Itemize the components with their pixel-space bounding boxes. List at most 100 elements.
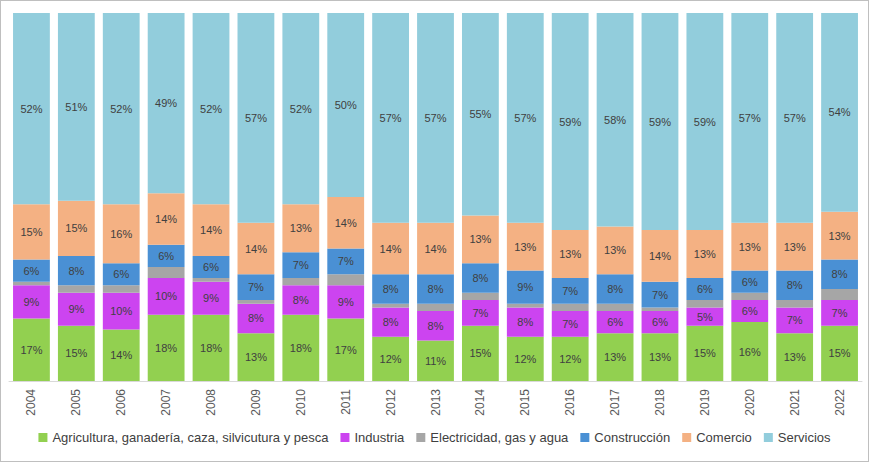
svg-text:52%: 52% bbox=[20, 103, 42, 115]
svg-text:14%: 14% bbox=[380, 243, 402, 255]
svg-text:2004: 2004 bbox=[24, 389, 38, 416]
svg-text:52%: 52% bbox=[200, 103, 222, 115]
svg-text:7%: 7% bbox=[338, 255, 354, 267]
svg-text:2020: 2020 bbox=[743, 389, 757, 416]
svg-text:13%: 13% bbox=[739, 241, 761, 253]
svg-text:8%: 8% bbox=[383, 283, 399, 295]
svg-text:6%: 6% bbox=[742, 305, 758, 317]
svg-text:15%: 15% bbox=[20, 226, 42, 238]
svg-text:6%: 6% bbox=[652, 316, 668, 328]
svg-text:54%: 54% bbox=[829, 106, 851, 118]
svg-text:6%: 6% bbox=[158, 250, 174, 262]
svg-text:8%: 8% bbox=[832, 268, 848, 280]
svg-text:Servicios: Servicios bbox=[778, 430, 831, 445]
svg-text:10%: 10% bbox=[110, 305, 132, 317]
svg-text:18%: 18% bbox=[200, 342, 222, 354]
svg-text:8%: 8% bbox=[472, 272, 488, 284]
svg-text:12%: 12% bbox=[559, 353, 581, 365]
svg-text:8%: 8% bbox=[383, 316, 399, 328]
svg-text:57%: 57% bbox=[380, 112, 402, 124]
svg-text:7%: 7% bbox=[787, 314, 803, 326]
svg-text:5%: 5% bbox=[697, 311, 713, 323]
svg-text:2010: 2010 bbox=[294, 389, 308, 416]
svg-text:16%: 16% bbox=[110, 228, 132, 240]
svg-text:13%: 13% bbox=[245, 351, 267, 363]
svg-text:15%: 15% bbox=[65, 347, 87, 359]
svg-text:52%: 52% bbox=[290, 103, 312, 115]
svg-text:2012: 2012 bbox=[384, 389, 398, 416]
svg-text:59%: 59% bbox=[559, 116, 581, 128]
svg-text:59%: 59% bbox=[649, 116, 671, 128]
svg-text:7%: 7% bbox=[562, 318, 578, 330]
svg-text:13%: 13% bbox=[290, 222, 312, 234]
svg-text:18%: 18% bbox=[290, 342, 312, 354]
svg-text:14%: 14% bbox=[110, 349, 132, 361]
svg-text:Construcción: Construcción bbox=[594, 430, 670, 445]
svg-text:50%: 50% bbox=[335, 99, 357, 111]
svg-text:13%: 13% bbox=[784, 241, 806, 253]
svg-text:7%: 7% bbox=[293, 259, 309, 271]
svg-text:57%: 57% bbox=[245, 112, 267, 124]
svg-text:8%: 8% bbox=[293, 294, 309, 306]
svg-text:55%: 55% bbox=[469, 108, 491, 120]
svg-text:2022: 2022 bbox=[833, 389, 847, 416]
svg-text:13%: 13% bbox=[469, 233, 491, 245]
svg-text:13%: 13% bbox=[829, 230, 851, 242]
svg-text:17%: 17% bbox=[335, 344, 357, 356]
svg-text:9%: 9% bbox=[338, 296, 354, 308]
svg-text:14%: 14% bbox=[245, 243, 267, 255]
svg-text:15%: 15% bbox=[469, 347, 491, 359]
svg-text:9%: 9% bbox=[68, 303, 84, 315]
svg-text:16%: 16% bbox=[739, 346, 761, 358]
svg-text:Industria: Industria bbox=[354, 430, 405, 445]
svg-text:2019: 2019 bbox=[698, 389, 712, 416]
svg-text:6%: 6% bbox=[113, 268, 129, 280]
svg-text:12%: 12% bbox=[514, 353, 536, 365]
svg-text:8%: 8% bbox=[517, 316, 533, 328]
svg-text:57%: 57% bbox=[784, 112, 806, 124]
svg-text:51%: 51% bbox=[65, 101, 87, 113]
svg-text:15%: 15% bbox=[65, 222, 87, 234]
svg-text:12%: 12% bbox=[380, 353, 402, 365]
svg-text:58%: 58% bbox=[604, 114, 626, 126]
svg-text:2013: 2013 bbox=[429, 389, 443, 416]
svg-text:15%: 15% bbox=[829, 347, 851, 359]
svg-text:7%: 7% bbox=[652, 289, 668, 301]
svg-text:14%: 14% bbox=[200, 224, 222, 236]
svg-text:9%: 9% bbox=[517, 281, 533, 293]
svg-text:57%: 57% bbox=[739, 112, 761, 124]
svg-text:2009: 2009 bbox=[249, 389, 263, 416]
svg-text:14%: 14% bbox=[335, 217, 357, 229]
svg-text:2017: 2017 bbox=[608, 389, 622, 416]
svg-text:9%: 9% bbox=[203, 292, 219, 304]
svg-text:11%: 11% bbox=[425, 355, 446, 367]
svg-text:8%: 8% bbox=[248, 312, 264, 324]
svg-text:Comercio: Comercio bbox=[696, 430, 752, 445]
svg-text:49%: 49% bbox=[155, 97, 177, 109]
svg-text:13%: 13% bbox=[559, 248, 581, 260]
svg-text:15%: 15% bbox=[694, 347, 716, 359]
svg-text:7%: 7% bbox=[248, 281, 264, 293]
svg-text:8%: 8% bbox=[428, 283, 444, 295]
svg-text:7%: 7% bbox=[562, 285, 578, 297]
svg-text:Agricultura, ganadería, caza,: Agricultura, ganadería, caza, silvicutur… bbox=[52, 430, 329, 445]
svg-text:13%: 13% bbox=[604, 244, 626, 256]
svg-text:59%: 59% bbox=[694, 116, 716, 128]
svg-text:14%: 14% bbox=[424, 243, 446, 255]
svg-text:2014: 2014 bbox=[473, 389, 487, 416]
svg-text:13%: 13% bbox=[649, 351, 671, 363]
svg-text:14%: 14% bbox=[649, 250, 671, 262]
svg-text:8%: 8% bbox=[68, 265, 84, 277]
svg-text:Electricidad, gas y agua: Electricidad, gas y agua bbox=[430, 430, 569, 445]
svg-text:2016: 2016 bbox=[563, 389, 577, 416]
svg-text:2018: 2018 bbox=[653, 389, 667, 416]
svg-text:8%: 8% bbox=[607, 283, 623, 295]
svg-text:7%: 7% bbox=[472, 307, 488, 319]
svg-text:2021: 2021 bbox=[788, 389, 802, 416]
svg-text:7%: 7% bbox=[832, 307, 848, 319]
svg-text:6%: 6% bbox=[23, 265, 39, 277]
svg-text:6%: 6% bbox=[203, 261, 219, 273]
svg-text:9%: 9% bbox=[23, 296, 39, 308]
svg-text:2011: 2011 bbox=[339, 389, 353, 415]
svg-text:2007: 2007 bbox=[159, 389, 173, 416]
